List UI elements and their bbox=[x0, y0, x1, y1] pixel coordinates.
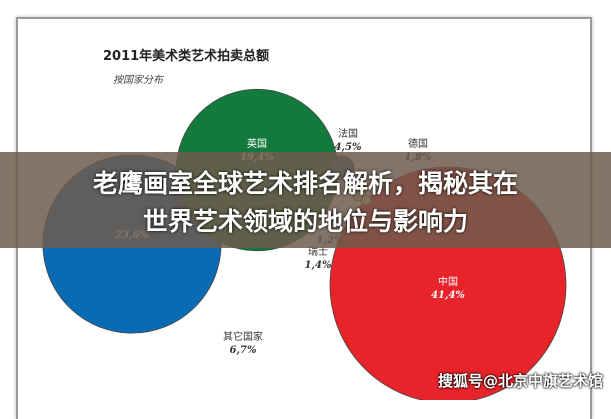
chart-subtitle: 按国家分布 bbox=[113, 75, 163, 86]
bubble-country-label: 法国 bbox=[338, 127, 358, 140]
bubble-value-label: 1,4% bbox=[305, 260, 332, 271]
headline-banner: 老鹰画室全球艺术排名解析，揭秘其在 世界艺术领域的地位与影响力 bbox=[0, 152, 611, 248]
bubble-country-label: 中国 bbox=[438, 275, 458, 288]
bubble-value-label: 41,4% bbox=[431, 290, 465, 301]
bubble-value-label: 6,7% bbox=[230, 345, 257, 356]
headline-line-2: 世界艺术领域的地位与影响力 bbox=[142, 207, 468, 236]
headline-line-1: 老鹰画室全球艺术排名解析，揭秘其在 bbox=[92, 169, 518, 198]
bubble-value-label: 4,5% bbox=[335, 142, 362, 153]
bubble-country-label: 德国 bbox=[408, 137, 428, 150]
bubble-country-label: 瑞士 bbox=[308, 245, 328, 258]
watermark: 搜狐号@北京中旗艺术馆 bbox=[437, 372, 603, 390]
bubble-country-label: 其它国家 bbox=[223, 330, 263, 343]
bubble-country-label: 英国 bbox=[247, 137, 267, 150]
chart-title: 2011年美术类艺术拍卖总额 bbox=[103, 49, 270, 64]
